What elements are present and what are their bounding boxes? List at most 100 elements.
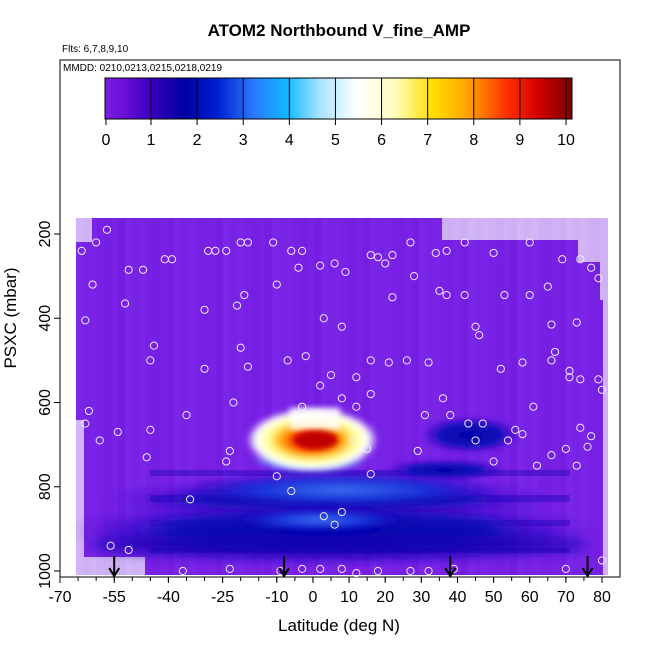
texture-strip [573,218,580,575]
sample-point [435,286,444,295]
sample-point [124,265,133,274]
y-axis-label: PSXC (mbar) [1,267,20,368]
texture-strip [230,218,237,575]
sample-point [330,520,339,529]
sample-point [547,320,556,329]
texture-strip [272,218,279,575]
sample-point [446,411,455,420]
field-texture [76,218,608,575]
sample-point [113,427,122,437]
sample-point [496,364,505,373]
texture-strip [188,218,195,575]
texture-strip [363,218,370,575]
texture-strip [601,218,608,575]
sample-point [594,274,603,283]
texture-strip [489,218,496,575]
texture-strip [237,218,244,575]
texture-strip [139,218,146,575]
sample-point [576,255,585,264]
sample-point [348,436,357,445]
texture-strip [510,218,517,575]
texture-strip [160,218,167,575]
texture-strip [594,218,601,575]
colorbar-tick-label: 3 [239,132,248,149]
texture-strip [111,218,118,575]
sample-point [460,238,469,247]
texture-strip [279,218,286,575]
texture-strip [552,218,559,575]
sample-point [106,541,115,550]
sample-point [547,451,556,460]
sample-point [518,429,527,439]
x-tick-label: 60 [521,589,539,606]
sample-point [384,358,393,367]
texture-strip [377,218,384,575]
sample-point [319,314,328,323]
sample-point [341,267,350,277]
texture-strip [475,218,482,575]
texture-strip [321,218,328,575]
sample-point [525,238,534,247]
colorbar-tick-label: 8 [469,132,478,149]
sample-point [597,556,607,565]
sample-point [185,495,195,504]
texture-strip [216,218,223,575]
sample-point [283,356,292,365]
x-tick-label: 0 [308,589,317,606]
texture-strip [153,218,160,575]
texture-strip [293,218,300,575]
texture-strip [517,218,524,575]
texture-strip [118,218,125,575]
sample-point [287,246,296,255]
sample-point [576,375,585,384]
heatmap-field [70,218,608,577]
sample-point [460,290,469,300]
sample-point [442,246,451,255]
y-tick-label: 600 [37,389,54,416]
sample-point [366,356,375,365]
sample-point [424,358,433,367]
flight-arrow-head [581,567,594,578]
sample-point [366,389,375,399]
flight-markers [108,556,594,578]
sample-point [518,358,527,367]
texture-strip [580,218,587,575]
sample-point [272,280,281,289]
sample-point [146,356,155,365]
sample-point [550,347,560,357]
x-tick-label: 10 [340,589,358,606]
sample-point [503,436,513,445]
texture-strip [90,218,97,575]
sample-point [77,246,86,255]
sample-point [594,375,603,384]
y-tick-label: 800 [37,473,54,500]
sample-point [525,290,534,300]
sample-point [532,461,542,470]
sample-point [558,255,567,264]
sample-point [424,566,433,576]
chart-title: ATOM2 Northbound V_fine_AMP [208,21,471,40]
texture-strip [76,218,83,575]
sample-point [406,238,415,247]
colorbar-tick-label: 1 [147,132,156,149]
x-tick-label: 70 [557,589,575,606]
sample-point [326,371,336,380]
sample-point [297,564,307,573]
texture-strip [104,218,111,575]
texture-strip [83,218,90,575]
sample-point [200,305,209,314]
x-tick-label: -25 [211,589,234,606]
sample-point [565,366,574,376]
sample-point [319,512,328,521]
texture-strip [440,218,447,575]
texture-strip [286,218,293,575]
sample-point [352,402,361,411]
sample-point [597,385,607,394]
sample-point [142,453,151,462]
texture-strip [524,218,531,575]
texture-strip [167,218,174,575]
colorbar-tick-label: 7 [423,132,432,149]
texture-strip [433,218,440,575]
sample-point [124,545,133,555]
texture-strip [174,218,181,575]
